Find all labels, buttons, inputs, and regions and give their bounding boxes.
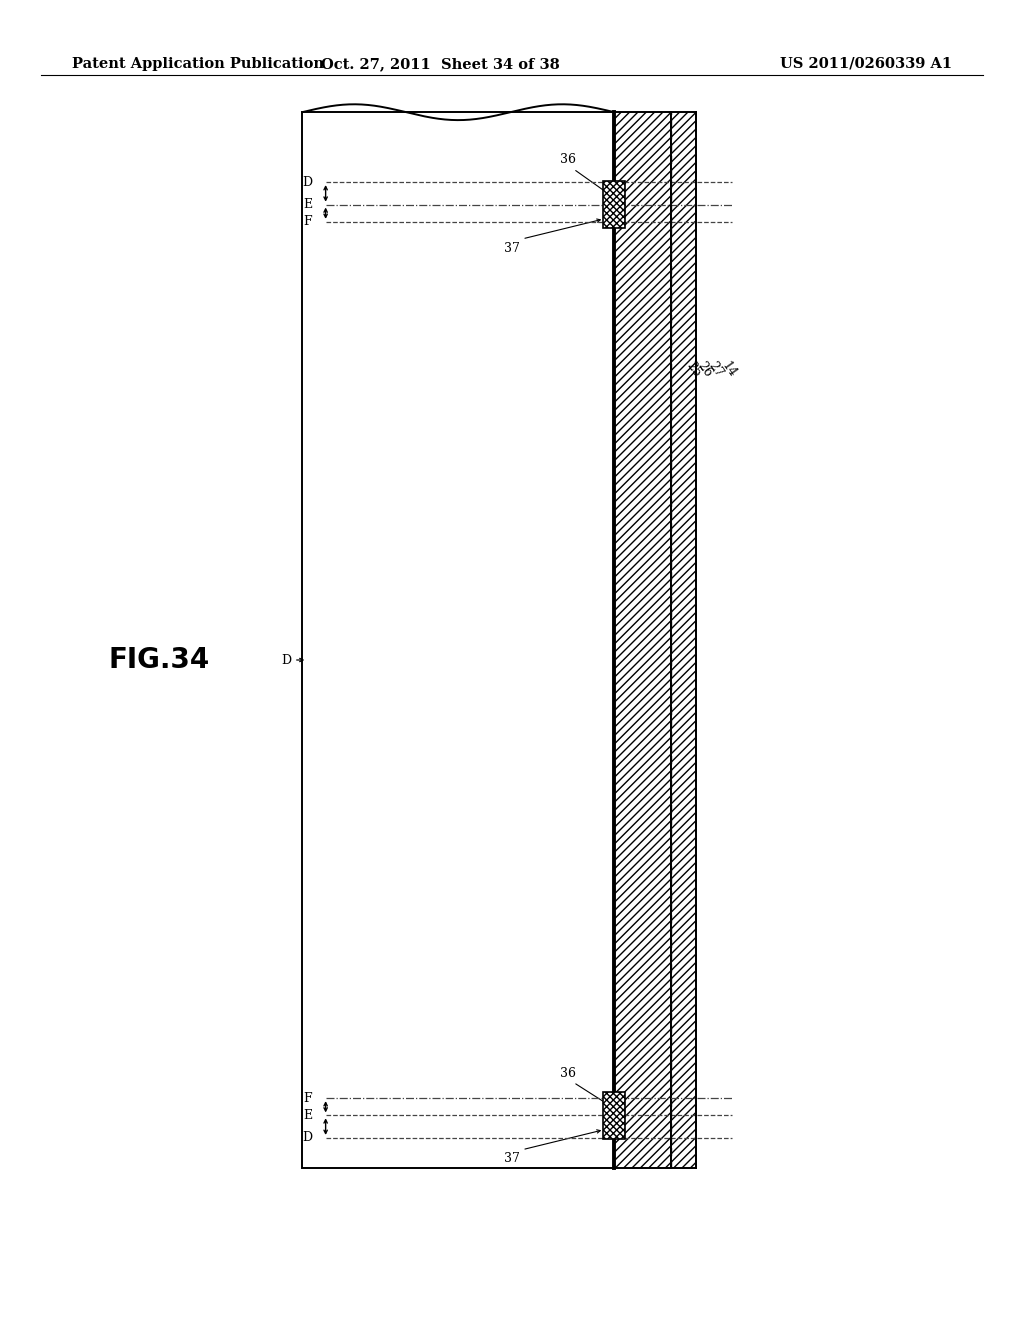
Text: 36: 36 (560, 1067, 577, 1080)
Text: F: F (304, 1092, 312, 1105)
Text: FIG.34: FIG.34 (109, 645, 209, 675)
Text: Oct. 27, 2011  Sheet 34 of 38: Oct. 27, 2011 Sheet 34 of 38 (321, 57, 560, 71)
Text: US 2011/0260339 A1: US 2011/0260339 A1 (780, 57, 952, 71)
Text: Patent Application Publication: Patent Application Publication (72, 57, 324, 71)
Text: 27: 27 (706, 359, 726, 380)
Bar (671, 112, 696, 1168)
Text: E: E (303, 198, 312, 211)
Text: E: E (303, 1109, 312, 1122)
Text: 36: 36 (560, 153, 577, 166)
Text: 14: 14 (719, 359, 739, 380)
Text: D: D (302, 1131, 312, 1144)
Text: F: F (304, 215, 312, 228)
Bar (603, 1092, 626, 1139)
Bar (302, 112, 614, 1168)
Bar (614, 112, 671, 1168)
Bar (603, 181, 626, 228)
Text: 25: 25 (683, 359, 703, 380)
Text: D: D (302, 176, 312, 189)
Text: 26: 26 (694, 359, 715, 380)
Text: 37: 37 (504, 242, 520, 255)
Text: D: D (282, 653, 292, 667)
Text: 37: 37 (504, 1152, 520, 1166)
